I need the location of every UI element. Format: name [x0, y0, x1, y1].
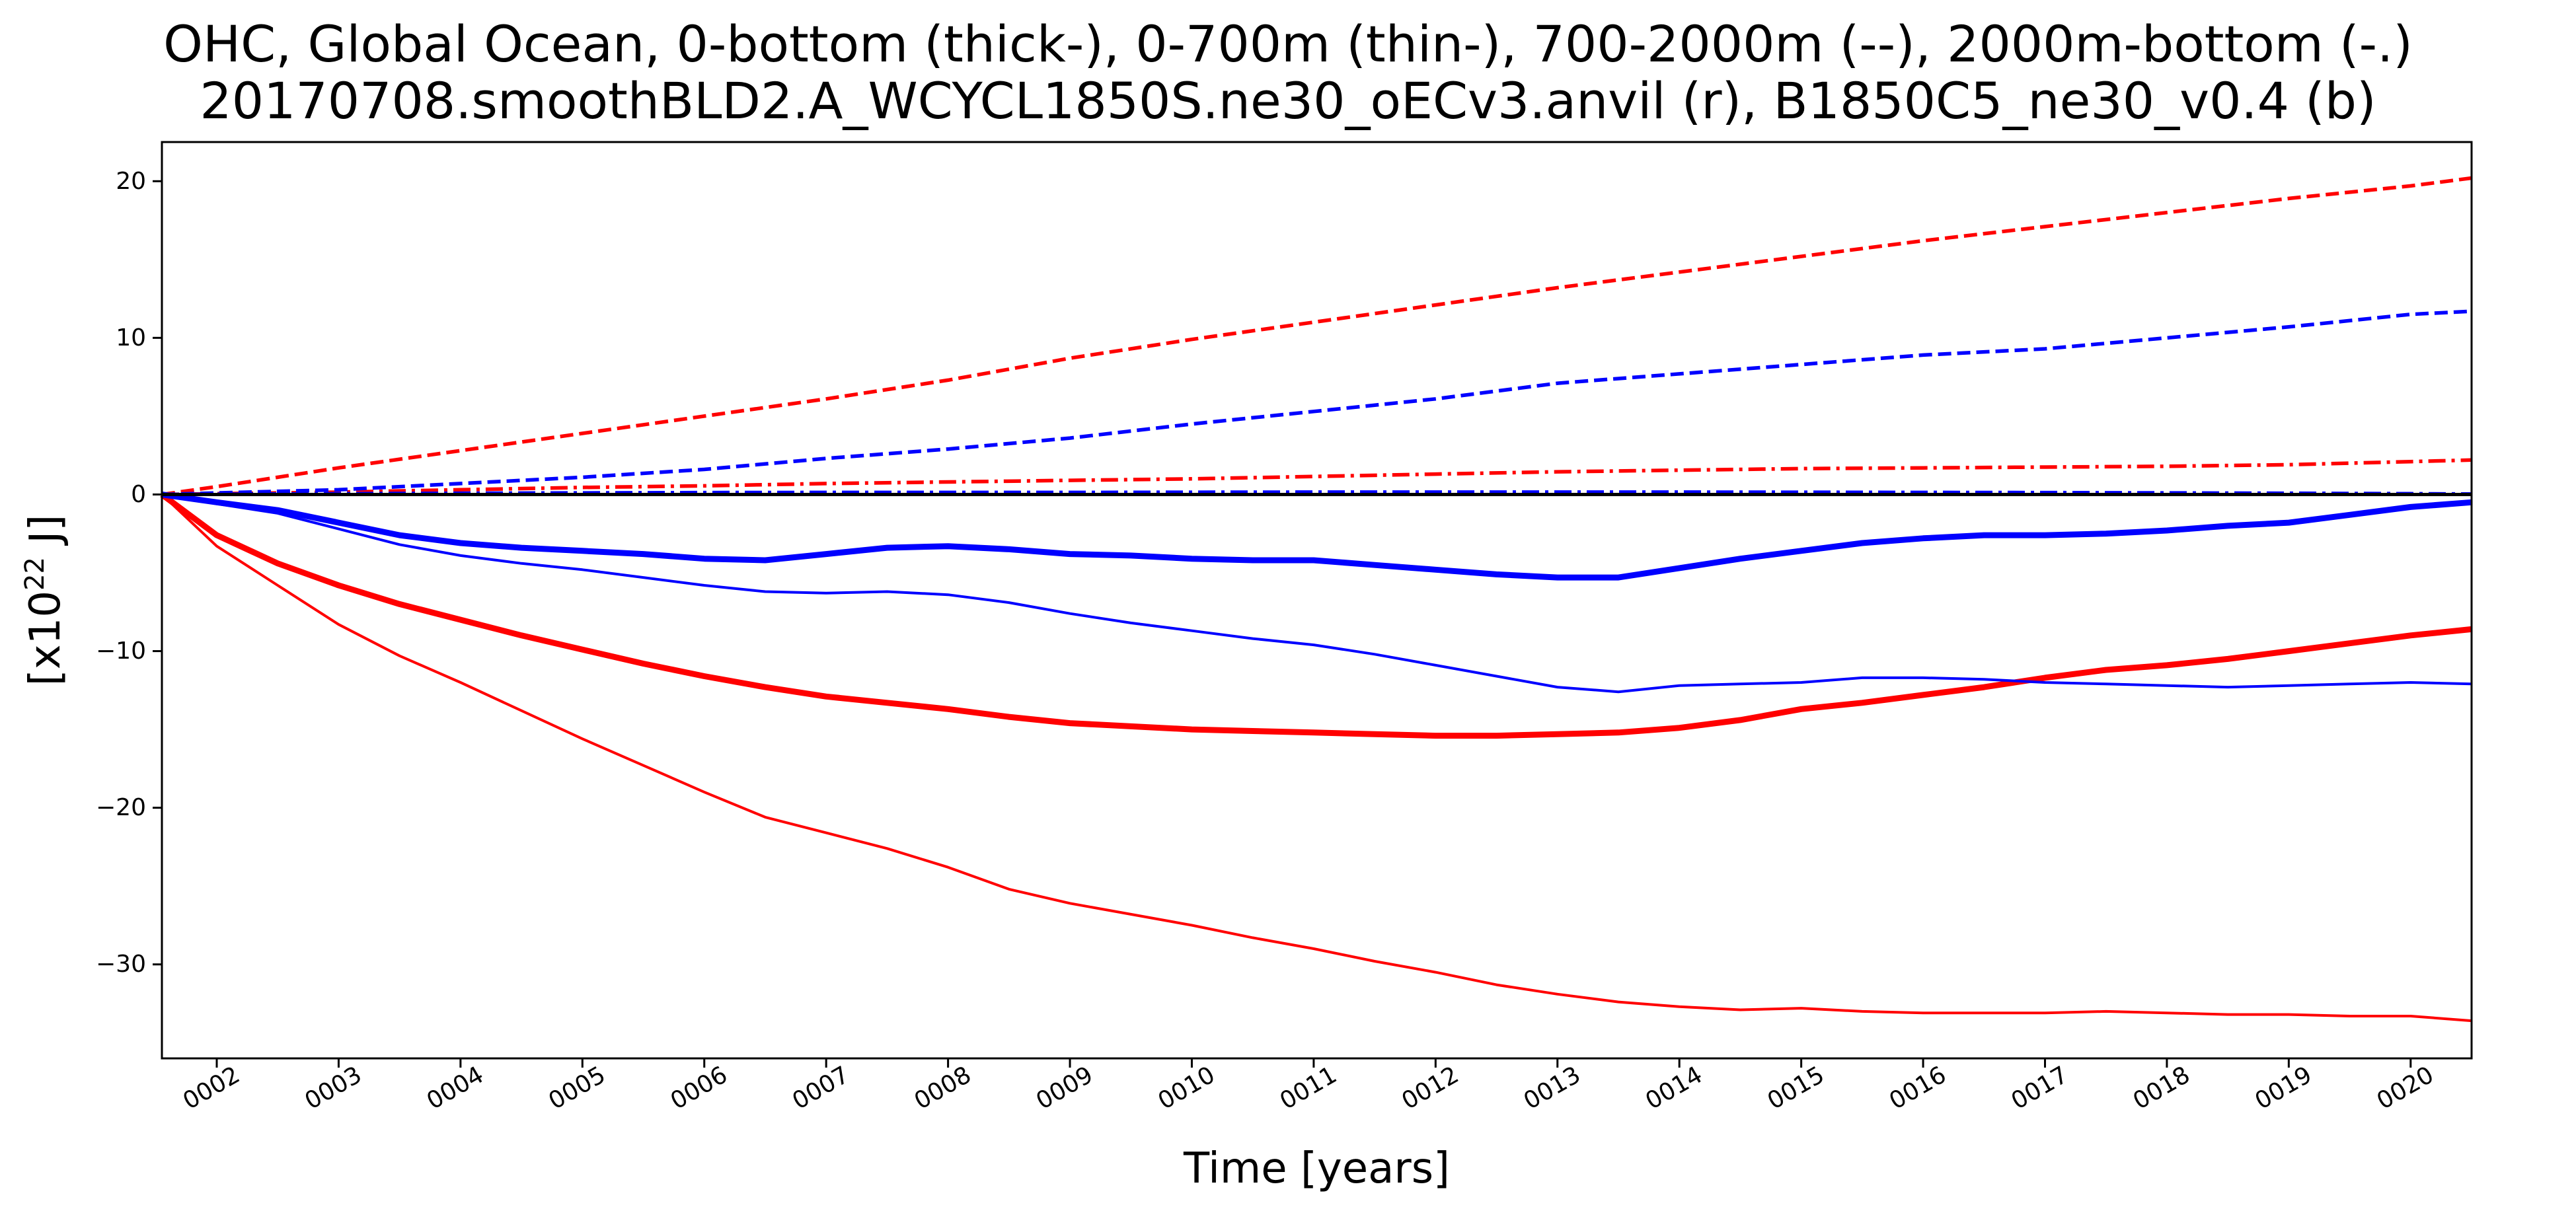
y-tick-label: 0	[131, 481, 146, 508]
x-tick-label: 0009	[1032, 1061, 1098, 1115]
x-axis-label: Time [years]	[1183, 1144, 1450, 1193]
x-axis: 0002 0003 0004 0005 0006 0007 0008 0009 0010 0011…	[178, 1058, 2439, 1115]
x-tick-label: 0008	[910, 1061, 976, 1115]
x-tick-label: 0002	[178, 1061, 245, 1115]
x-tick-label: 0019	[2250, 1061, 2316, 1115]
x-tick-label: 0017	[2007, 1061, 2073, 1115]
series-layer	[160, 176, 2472, 1023]
x-tick-label: 0014	[1641, 1061, 1707, 1115]
y-tick-label: 20	[116, 168, 146, 195]
y-axis-label-prefix: [x10	[21, 591, 70, 686]
y-tick-label: −20	[96, 794, 146, 821]
y-tick-label: −30	[96, 951, 146, 978]
y-axis-label-exponent: 22	[20, 557, 50, 591]
x-tick-label: 0005	[544, 1061, 610, 1115]
series-line-5	[161, 492, 2472, 581]
plot-frame	[161, 141, 2473, 1060]
x-tick-label: 0011	[1275, 1061, 1342, 1115]
series-line-2	[161, 494, 2472, 1023]
series-line-3	[161, 176, 2472, 497]
x-tick-label: 0012	[1397, 1061, 1463, 1115]
x-tick-label: 0004	[422, 1061, 488, 1115]
chart-title-line-2: 20170708.smoothBLD2.A_WCYCL1850S.ne30_oE…	[200, 71, 2376, 130]
x-tick-label: 0007	[788, 1061, 854, 1115]
x-tick-label: 0015	[1763, 1061, 1829, 1115]
y-axis-label-suffix: J]	[21, 515, 70, 557]
x-tick-label: 0016	[1885, 1061, 1951, 1115]
x-tick-label: 0018	[2129, 1061, 2195, 1115]
y-tick-label: 10	[116, 324, 146, 351]
y-axis-label: [x1022 J]	[20, 515, 70, 686]
series-line-6	[161, 493, 2472, 694]
y-axis: 20 10 0 −10 −20 −30	[96, 168, 162, 978]
x-tick-label: 0020	[2372, 1061, 2439, 1115]
x-tick-label: 0006	[666, 1061, 732, 1115]
y-tick-label: −10	[96, 638, 146, 665]
chart-title-line-1: OHC, Global Ocean, 0-bottom (thick-), 0-…	[163, 15, 2413, 73]
x-tick-label: 0010	[1154, 1061, 1220, 1115]
x-tick-label: 0003	[301, 1061, 367, 1115]
x-tick-label: 0013	[1519, 1061, 1585, 1115]
series-line-4	[161, 458, 2472, 497]
series-line-1	[160, 492, 2472, 739]
series-line-7	[161, 309, 2472, 497]
